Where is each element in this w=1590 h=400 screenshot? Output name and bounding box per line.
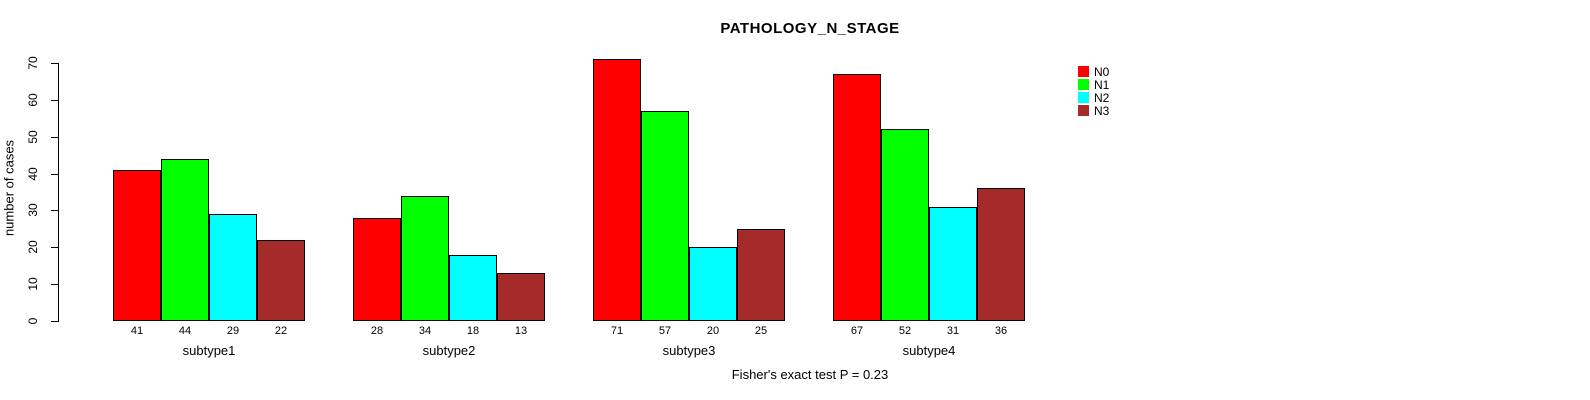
legend-swatch-N2 [1078, 92, 1089, 103]
bar-N0-subtype1 [113, 170, 161, 321]
y-tick-label: 20 [26, 240, 40, 254]
y-tick-label: 70 [26, 56, 40, 70]
bar-value-label: 44 [178, 325, 192, 337]
category-label-subtype1: subtype1 [182, 343, 236, 358]
bar-value-label: 22 [274, 325, 288, 337]
bar-N1-subtype3 [641, 111, 689, 321]
y-tick-mark [51, 321, 58, 322]
bar-value-label: 57 [658, 325, 672, 337]
y-axis-line [58, 63, 59, 322]
bar-N1-subtype2 [401, 196, 449, 321]
y-tick-label: 10 [26, 277, 40, 291]
y-tick-mark [51, 63, 58, 64]
bar-N1-subtype1 [161, 159, 209, 321]
bar-value-label: 28 [370, 325, 384, 337]
bar-value-label: 41 [130, 325, 144, 337]
bar-value-label: 25 [754, 325, 768, 337]
bar-value-label: 34 [418, 325, 432, 337]
legend-swatch-N0 [1078, 66, 1089, 77]
bar-value-label: 31 [946, 325, 960, 337]
bar-value-label: 67 [850, 325, 864, 337]
bar-N3-subtype4 [977, 188, 1025, 321]
category-label-subtype4: subtype4 [902, 343, 956, 358]
y-tick-mark [51, 247, 58, 248]
bar-N2-subtype3 [689, 247, 737, 321]
y-tick-mark [51, 210, 58, 211]
legend-swatch-N3 [1078, 105, 1089, 116]
y-tick-label: 40 [26, 167, 40, 181]
bar-N2-subtype4 [929, 207, 977, 321]
bar-N2-subtype1 [209, 214, 257, 321]
bar-value-label: 13 [514, 325, 528, 337]
legend-label-N2: N2 [1094, 91, 1110, 105]
legend-label-N1: N1 [1094, 78, 1110, 92]
bar-value-label: 71 [610, 325, 624, 337]
y-tick-label: 0 [26, 317, 40, 325]
y-tick-mark [51, 100, 58, 101]
bar-value-label: 20 [706, 325, 720, 337]
category-label-subtype2: subtype2 [422, 343, 476, 358]
y-axis-label: number of cases [1, 139, 17, 237]
bar-N3-subtype3 [737, 229, 785, 321]
y-tick-mark [51, 137, 58, 138]
y-tick-label: 30 [26, 203, 40, 217]
stat-annotation: Fisher's exact test P = 0.23 [731, 367, 889, 382]
bar-value-label: 29 [226, 325, 240, 337]
y-tick-mark [51, 174, 58, 175]
y-tick-label: 60 [26, 93, 40, 107]
y-tick-label: 50 [26, 130, 40, 144]
legend-swatch-N1 [1078, 79, 1089, 90]
bar-N0-subtype3 [593, 59, 641, 321]
category-label-subtype3: subtype3 [662, 343, 716, 358]
chart-title: PATHOLOGY_N_STAGE [720, 20, 900, 37]
bar-value-label: 52 [898, 325, 912, 337]
bar-N2-subtype2 [449, 255, 497, 321]
bar-value-label: 18 [466, 325, 480, 337]
legend-label-N3: N3 [1094, 104, 1110, 118]
legend-label-N0: N0 [1094, 65, 1110, 79]
bar-N0-subtype2 [353, 218, 401, 321]
bar-N3-subtype2 [497, 273, 545, 321]
y-tick-mark [51, 284, 58, 285]
bar-value-label: 36 [994, 325, 1008, 337]
bar-N1-subtype4 [881, 129, 929, 321]
bar-N3-subtype1 [257, 240, 305, 321]
bar-N0-subtype4 [833, 74, 881, 321]
